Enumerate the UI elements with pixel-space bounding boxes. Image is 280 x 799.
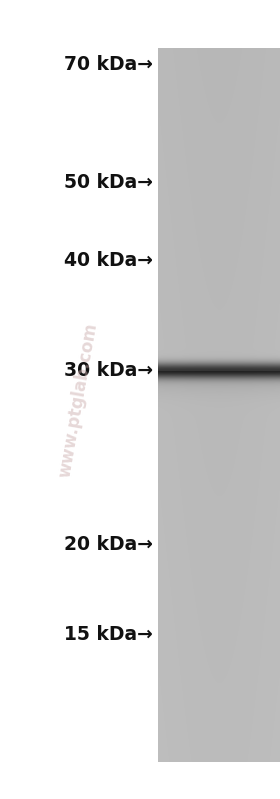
Text: 40 kDa→: 40 kDa→ [64, 251, 153, 269]
Text: 50 kDa→: 50 kDa→ [64, 173, 153, 193]
Text: 15 kDa→: 15 kDa→ [64, 626, 153, 645]
Text: 70 kDa→: 70 kDa→ [64, 55, 153, 74]
Text: 30 kDa→: 30 kDa→ [64, 360, 153, 380]
Text: 20 kDa→: 20 kDa→ [64, 535, 153, 555]
Text: www.ptglab.com: www.ptglab.com [55, 321, 101, 479]
